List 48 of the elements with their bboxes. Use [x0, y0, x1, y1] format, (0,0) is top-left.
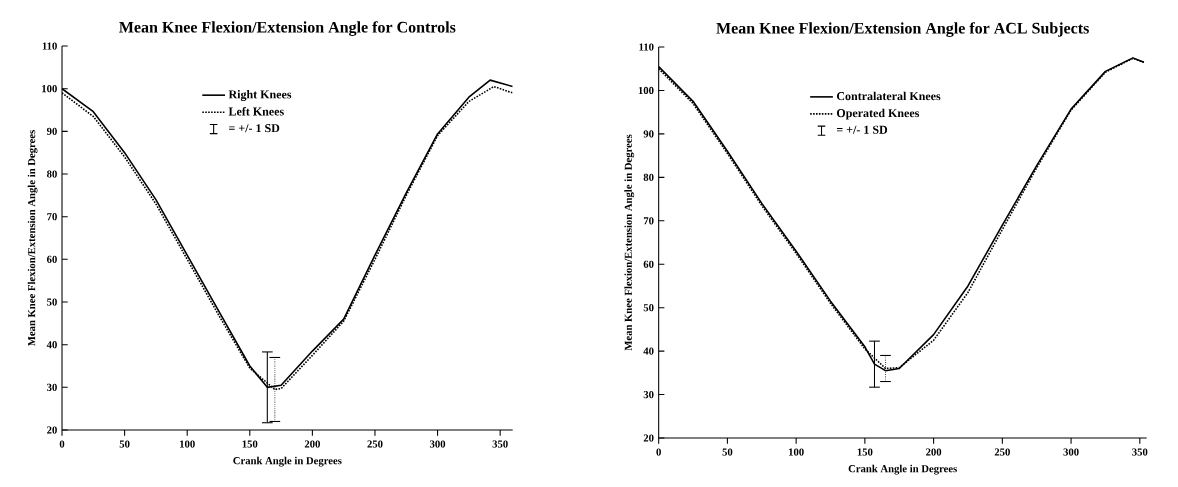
- y-tick-label: 80: [643, 173, 654, 181]
- legend-label: Left Knees: [228, 107, 284, 116]
- y-tick-label: 90: [46, 127, 57, 135]
- y-tick-label: 30: [643, 390, 654, 399]
- y-tick-label: 110: [639, 43, 654, 51]
- x-tick-label: 100: [789, 448, 804, 456]
- annotation: = +/- 1 SD: [229, 124, 280, 133]
- x-tick-label: 250: [994, 448, 1010, 456]
- y-tick-label: 20: [643, 434, 654, 442]
- x-axis-title: Crank Angle in Degrees: [848, 464, 957, 475]
- x-axis-title: Crank Angle in Degrees: [233, 456, 342, 467]
- x-tick-label: 200: [304, 440, 320, 448]
- y-tick-label: 40: [643, 347, 654, 355]
- y-tick-label: 20: [47, 426, 57, 434]
- x-tick-label: 100: [180, 440, 195, 448]
- x-tick-label: 200: [926, 448, 942, 456]
- y-tick-label: 70: [643, 217, 654, 225]
- y-tick-label: 50: [47, 298, 57, 306]
- y-tick-label: 30: [47, 383, 57, 391]
- y-axis-title: Mean Knee Flexion/Extension Angle in Degrees: [624, 134, 635, 351]
- x-tick-label: 300: [1063, 448, 1079, 456]
- y-tick-label: 40: [46, 341, 57, 349]
- x-tick-label: 350: [1132, 448, 1148, 456]
- legend-label: Operated Knees: [836, 108, 920, 120]
- y-axis-title: Mean Knee Flexion/Extension Angle in Degrees: [27, 130, 38, 347]
- x-tick-label: 150: [242, 440, 258, 448]
- x-tick-label: 350: [492, 440, 508, 448]
- x-tick-label: 150: [857, 448, 873, 456]
- chart-title: Mean Knee Flexion/Extension Angle for ACL Subjects: [716, 22, 1089, 37]
- x-tick-label: 50: [119, 440, 130, 448]
- annotation: = +/- 1 SD: [836, 125, 888, 134]
- y-tick-label: 100: [638, 86, 654, 95]
- x-tick-label: 0: [656, 448, 661, 456]
- legend-label: Contralateral Knees: [836, 91, 941, 101]
- y-tick-label: 100: [42, 85, 57, 93]
- y-tick-label: 80: [46, 170, 57, 178]
- x-tick-label: 50: [722, 448, 733, 456]
- y-tick-label: 60: [46, 255, 57, 263]
- x-tick-label: 300: [429, 440, 446, 448]
- y-tick-label: 110: [42, 42, 57, 50]
- y-tick-label: 70: [47, 213, 57, 221]
- y-tick-label: 90: [643, 130, 654, 138]
- x-tick-label: 0: [59, 440, 65, 448]
- x-tick-label: 250: [367, 440, 383, 448]
- legend-label: Right Knees: [228, 90, 292, 101]
- y-tick-label: 50: [643, 304, 654, 312]
- y-tick-label: 60: [643, 260, 654, 268]
- chart-title: Mean Knee Flexion/Extension Angle for Controls: [119, 21, 456, 36]
